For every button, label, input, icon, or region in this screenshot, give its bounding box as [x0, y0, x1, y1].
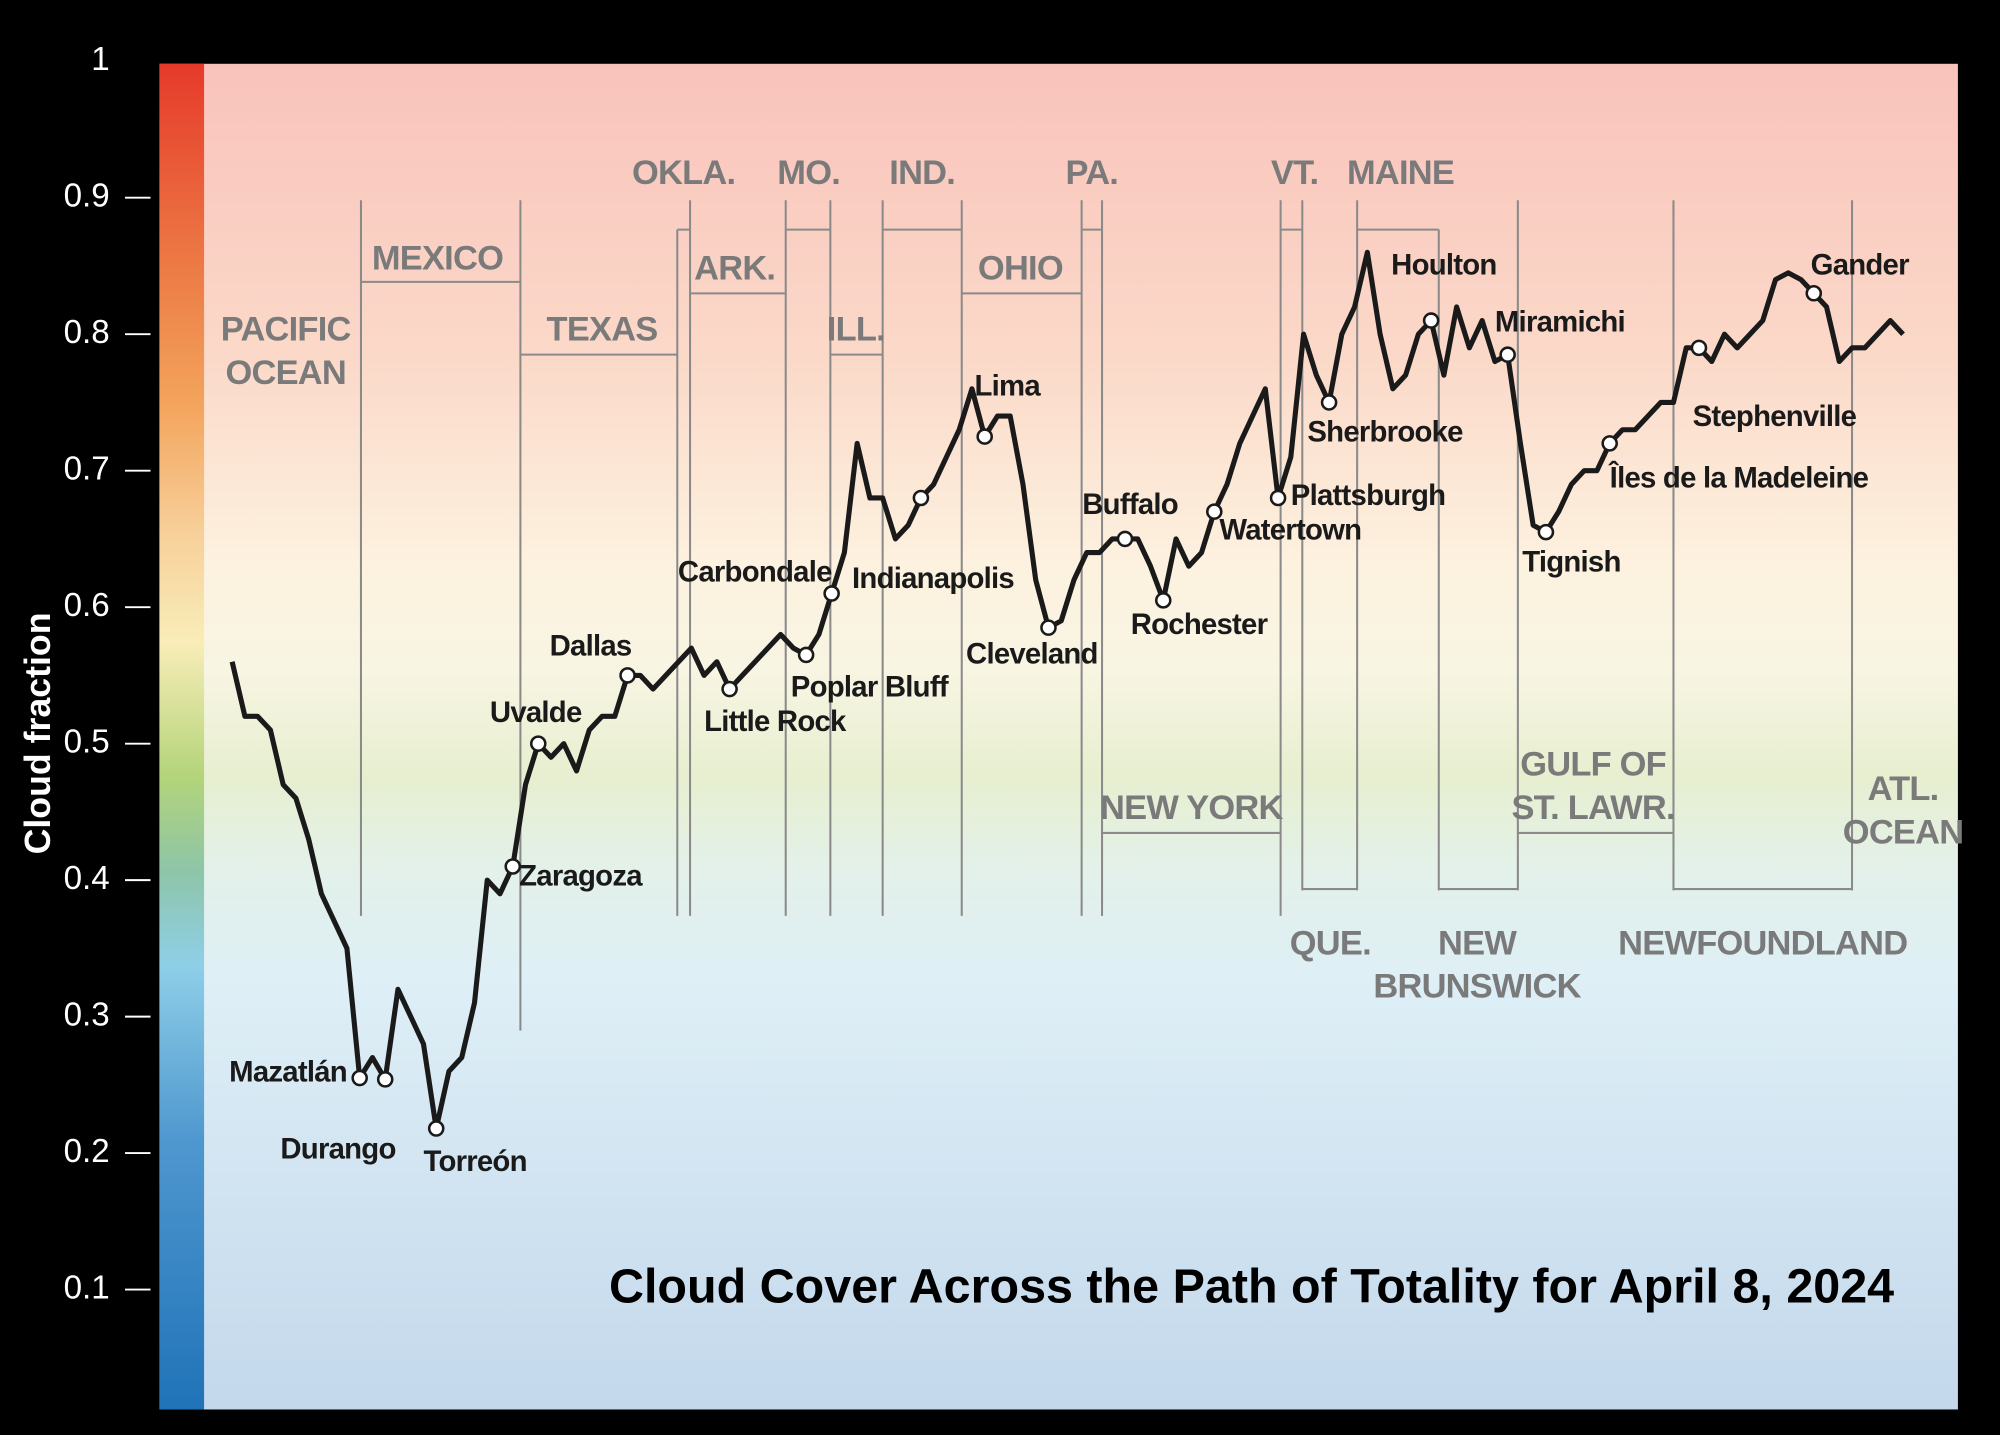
city-marker: [1154, 592, 1172, 609]
y-tick-label: 0.2: [64, 1133, 110, 1170]
region-label: QUE.: [1290, 924, 1371, 962]
city-marker: [1116, 530, 1134, 548]
city-label: Lima: [974, 370, 1041, 403]
city-marker: [504, 858, 522, 875]
city-label: Plattsburgh: [1291, 479, 1446, 512]
y-tick-label: 0.4: [64, 860, 110, 897]
city-marker: [1601, 435, 1618, 452]
city-marker: [1499, 346, 1516, 363]
region-label: MO.: [777, 154, 840, 192]
city-label: Rochester: [1131, 608, 1268, 641]
city-marker: [1320, 394, 1338, 411]
city-marker: [1690, 339, 1708, 357]
region-label: NEW: [1438, 924, 1517, 962]
region-label: MEXICO: [372, 239, 503, 277]
region-label: NEW YORK: [1100, 789, 1283, 827]
y-tick-label: 0.7: [64, 450, 110, 487]
region-label: ILL.: [827, 311, 885, 349]
city-marker: [976, 428, 993, 445]
city-label: Mazatlán: [229, 1056, 347, 1089]
city-label: Îles de la Madeleine: [1608, 460, 1869, 494]
plot-background: [159, 63, 1958, 1410]
city-marker: [823, 585, 840, 602]
city-marker: [1205, 503, 1223, 520]
city-marker: [351, 1069, 368, 1087]
color-bar: [159, 63, 205, 1410]
city-marker: [619, 667, 636, 684]
y-tick-label: 0.8: [64, 314, 110, 351]
region-label: IND.: [889, 154, 955, 192]
city-label: Carbondale: [678, 556, 832, 589]
city-label: Buffalo: [1082, 488, 1178, 521]
region-label: OCEAN: [1843, 813, 1963, 851]
city-label: Zaragoza: [519, 859, 643, 892]
y-axis-label: Cloud fraction: [18, 612, 58, 854]
city-label: Dallas: [550, 630, 632, 663]
region-label: ATL.: [1868, 770, 1939, 808]
city-marker: [376, 1071, 394, 1088]
city-label: Little Rock: [704, 705, 847, 738]
city-marker: [1422, 312, 1440, 329]
region-label: VT.: [1271, 154, 1318, 192]
city-marker: [1269, 489, 1287, 507]
region-label: OHIO: [978, 250, 1063, 288]
city-label: Durango: [280, 1132, 395, 1165]
city-marker: [1537, 523, 1555, 541]
city-label: Poplar Bluff: [791, 671, 949, 704]
city-marker: [797, 646, 815, 664]
city-marker: [912, 489, 930, 507]
region-label: NEWFOUNDLAND: [1618, 924, 1907, 962]
city-marker: [721, 680, 738, 698]
region-label: ARK.: [694, 250, 775, 288]
y-tick-label: 0.3: [64, 996, 110, 1033]
chart-title: Cloud Cover Across the Path of Totality …: [609, 1259, 1894, 1313]
region-label: OKLA.: [632, 154, 735, 192]
y-tick-label: 0.6: [64, 587, 110, 624]
city-marker: [427, 1120, 445, 1137]
city-label: Sherbrooke: [1307, 415, 1463, 448]
region-label: BRUNSWICK: [1373, 968, 1581, 1006]
y-tick-label: 0.5: [64, 723, 110, 760]
city-marker: [1805, 284, 1823, 302]
city-label: Houlton: [1391, 248, 1496, 281]
y-tick-label: 0.9: [64, 177, 110, 214]
city-label: Cleveland: [966, 637, 1098, 670]
city-label: Miramichi: [1495, 306, 1625, 339]
city-label: Tignish: [1522, 546, 1620, 579]
y-tick-label: 1: [91, 41, 109, 78]
city-marker: [529, 735, 547, 752]
region-label: OCEAN: [225, 354, 345, 392]
region-label: PA.: [1066, 154, 1119, 192]
region-label: PACIFIC: [221, 311, 351, 349]
region-label: TEXAS: [547, 311, 658, 349]
region-label: GULF OF: [1520, 746, 1666, 784]
region-label: MAINE: [1347, 154, 1454, 192]
city-label: Stephenville: [1693, 400, 1857, 433]
city-label: Torreón: [423, 1145, 526, 1178]
city-label: Indianapolis: [852, 562, 1014, 595]
region-label: ST. LAWR.: [1511, 789, 1674, 827]
city-label: Uvalde: [490, 696, 582, 729]
city-label: Watertown: [1219, 514, 1361, 547]
y-tick-label: 0.1: [64, 1269, 110, 1306]
city-marker: [1040, 619, 1057, 636]
city-label: Gander: [1811, 248, 1909, 281]
